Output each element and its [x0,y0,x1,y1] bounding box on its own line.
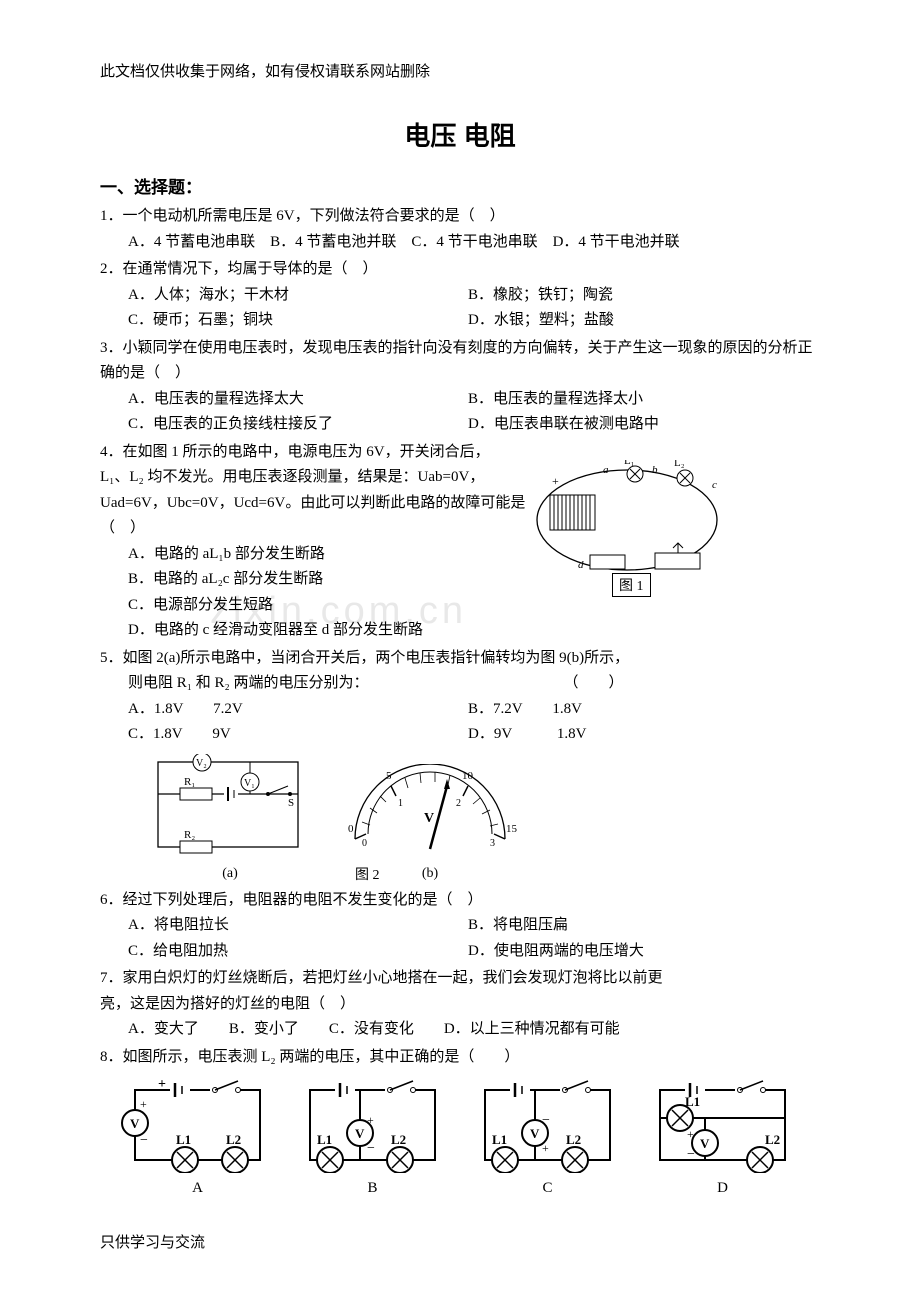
q5-opt-d: D．9V 1.8V [468,722,586,748]
svg-text:3: 3 [490,838,495,849]
svg-text:V: V [424,811,434,826]
circuit-8c: V − + L1 L2 C [468,1078,628,1197]
svg-text:−: − [542,1113,550,1128]
q4-opt-d: D．电路的 c 经滑动变阻器至 d 部分发生断路 [100,618,610,644]
svg-text:1: 1 [398,798,403,809]
q8-diagrams: + V + − L1 L2 A V + [100,1078,820,1197]
svg-text:L2: L2 [391,1132,406,1147]
circuit-2a: V₂ V₁ R₁ S R₂ [150,754,310,859]
q2-text: 2．在通常情况下，均属于导体的是（ ） [100,257,820,283]
svg-text:−: − [687,1147,695,1162]
q3-opt-d: D．电压表串联在被测电路中 [468,412,659,438]
circuit-8b: V + − L1 L2 B [293,1078,453,1197]
q5-opt-c: C．1.8V 9V [128,722,468,748]
svg-text:L2: L2 [765,1132,780,1147]
figure-1: + L₁ L₂ a b c d 图 1 [530,460,725,605]
q3-text: 3．小颖同学在使用电压表时，发现电压表的指针向没有刻度的方向偏转，关于产生这一现… [100,336,820,387]
question-5: 5．如图 2(a)所示电路中，当闭合开关后，两个电压表指针偏转均为图 9(b)所… [100,646,820,748]
svg-text:L₂: L₂ [674,460,685,469]
q8-label-b: B [293,1180,453,1197]
svg-text:L1: L1 [317,1132,332,1147]
q8-label-a: A [118,1180,278,1197]
circuit-diagram-1: + L₁ L₂ a b c d [530,460,725,580]
q7-options: A．变大了 B．变小了 C．没有变化 D．以上三种情况都有可能 [100,1017,820,1043]
question-7: 7．家用白炽灯的灯丝烧断后，若把灯丝小心地搭在一起，我们会发现灯泡将比以前更 亮… [100,966,820,1043]
footer-note: 只供学习与交流 [100,1231,205,1252]
svg-text:+: + [140,1097,147,1111]
svg-text:R₁: R₁ [184,776,195,788]
svg-text:15: 15 [506,823,518,835]
svg-text:+: + [552,474,559,488]
q2-opt-a: A．人体；海水；干木材 [128,283,468,309]
q6-opt-a: A．将电阻拉长 [128,913,468,939]
figure-2: V₂ V₁ R₁ S R₂ (a) [100,754,820,882]
svg-text:L1: L1 [492,1132,507,1147]
q1-options: A．4 节蓄电池串联 B．4 节蓄电池并联 C．4 节干电池串联 D．4 节干电… [100,230,820,256]
svg-text:V: V [530,1126,540,1141]
q7-line1: 7．家用白炽灯的灯丝烧断后，若把灯丝小心地搭在一起，我们会发现灯泡将比以前更 [100,966,820,992]
svg-text:+: + [158,1078,166,1092]
q8-label-c: C [468,1180,628,1197]
q5-line1: 5．如图 2(a)所示电路中，当闭合开关后，两个电压表指针偏转均为图 9(b)所… [100,646,820,672]
svg-text:L1: L1 [685,1094,700,1109]
q8-label-d: D [643,1180,803,1197]
svg-text:L2: L2 [566,1132,581,1147]
svg-text:−: − [140,1133,148,1148]
svg-text:R₂: R₂ [184,829,195,841]
svg-text:d: d [578,559,584,571]
q2-opt-b: B．橡胶；铁钉；陶瓷 [468,283,613,309]
question-2: 2．在通常情况下，均属于导体的是（ ） A．人体；海水；干木材 B．橡胶；铁钉；… [100,257,820,334]
svg-text:+: + [367,1113,374,1127]
svg-text:V₁: V₁ [244,778,255,789]
svg-text:−: − [367,1141,375,1156]
svg-text:L2: L2 [226,1132,241,1147]
q3-opt-c: C．电压表的正负接线柱接反了 [128,412,468,438]
q7-line2: 亮，这是因为搭好的灯丝的电阻（ ） [100,992,820,1018]
svg-text:0: 0 [348,823,354,835]
section-heading: 一、选择题： [100,173,820,198]
svg-text:5: 5 [386,770,392,782]
svg-text:+: + [687,1127,694,1141]
svg-text:b: b [652,464,658,476]
svg-text:V: V [130,1116,140,1131]
q2-opt-d: D．水银；塑料；盐酸 [468,308,614,334]
svg-text:+: + [542,1141,549,1155]
svg-text:10: 10 [462,770,474,782]
svg-text:S: S [288,797,294,809]
svg-text:0: 0 [362,838,367,849]
question-6: 6．经过下列处理后，电阻器的电阻不发生变化的是（ ） A．将电阻拉长 B．将电阻… [100,888,820,965]
fig2a-label: (a) [150,866,310,882]
q2-opt-c: C．硬币；石墨；铜块 [128,308,468,334]
q5-opt-b: B．7.2V 1.8V [468,697,582,723]
svg-text:V: V [355,1126,365,1141]
svg-text:L1: L1 [176,1132,191,1147]
circuit-8d: L1 V + − L2 D [643,1078,803,1197]
svg-text:L₁: L₁ [624,460,635,467]
fig1-label: 图 1 [612,573,651,597]
q6-opt-c: C．给电阻加热 [128,939,468,965]
circuit-8a: + V + − L1 L2 A [118,1078,278,1197]
fig2-label: 图 2 [355,864,380,884]
q5-line2: 则电阻 R₁ 和 R₂ 两端的电压分别为： （ ） [100,671,820,697]
svg-text:c: c [712,479,717,491]
q3-opt-a: A．电压表的量程选择太大 [128,387,468,413]
q6-text: 6．经过下列处理后，电阻器的电阻不发生变化的是（ ） [100,888,820,914]
svg-text:a: a [603,464,609,476]
svg-text:2: 2 [456,798,461,809]
question-1: 1．一个电动机所需电压是 6V，下列做法符合要求的是（ ） A．4 节蓄电池串联… [100,204,820,255]
page-title: 电压 电阻 [100,116,820,153]
header-note: 此文档仅供收集于网络，如有侵权请联系网站删除 [100,60,820,81]
meter-2b: 0 5 10 15 0 1 2 3 V [340,764,520,859]
q5-opt-a: A．1.8V 7.2V [128,697,468,723]
q6-opt-b: B．将电阻压扁 [468,913,568,939]
svg-text:V₂: V₂ [196,758,207,769]
q3-opt-b: B．电压表的量程选择太小 [468,387,643,413]
q8-text: 8．如图所示，电压表测 L₂ 两端的电压，其中正确的是（ ） [100,1045,820,1071]
question-8: 8．如图所示，电压表测 L₂ 两端的电压，其中正确的是（ ） [100,1045,820,1071]
svg-text:V: V [700,1136,710,1151]
question-3: 3．小颖同学在使用电压表时，发现电压表的指针向没有刻度的方向偏转，关于产生这一现… [100,336,820,438]
q1-text: 1．一个电动机所需电压是 6V，下列做法符合要求的是（ ） [100,204,820,230]
q6-opt-d: D．使电阻两端的电压增大 [468,939,644,965]
